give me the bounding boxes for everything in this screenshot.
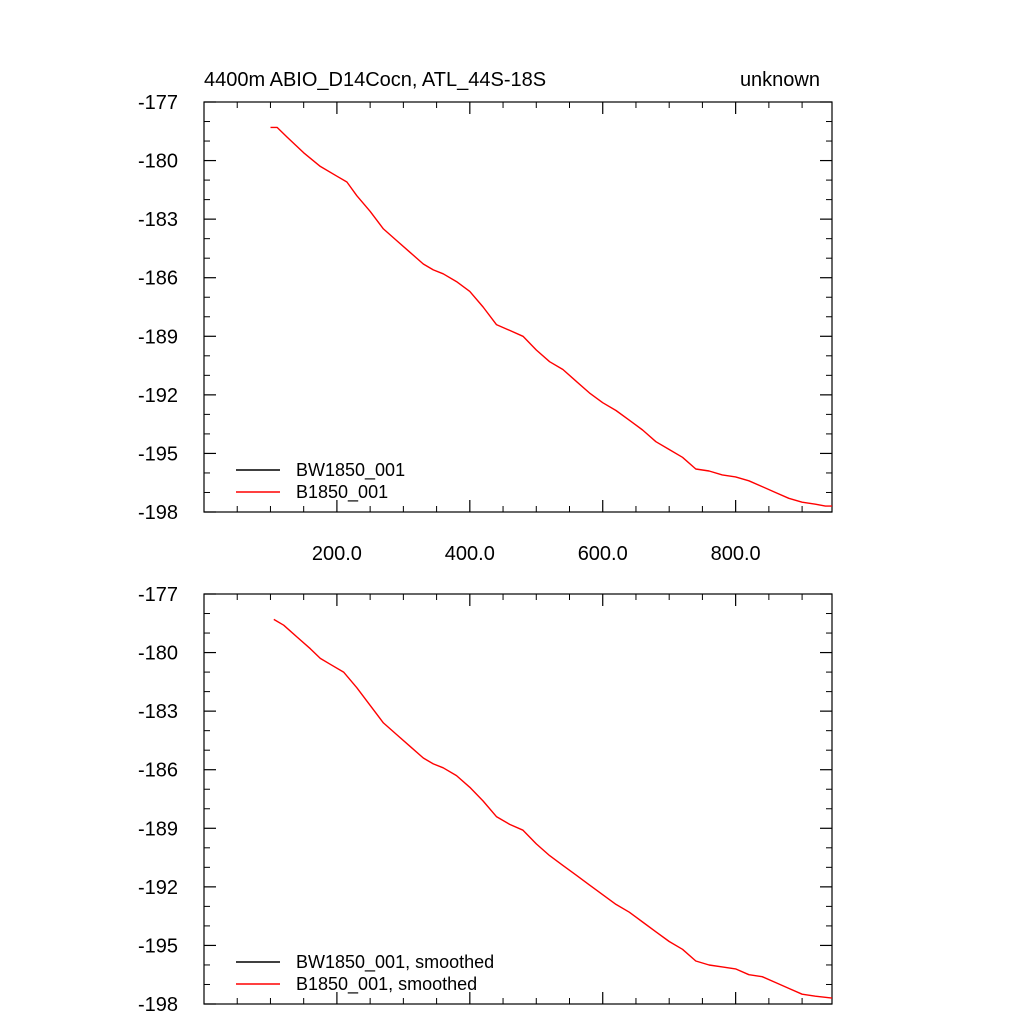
y-tick-label: -192 <box>138 877 178 899</box>
bottom-panel: -177 -180 -183 -186 -189 -192 -195 -198 BW1850_0… <box>138 584 833 1016</box>
y-tick-label: -189 <box>138 326 178 348</box>
y-tick-label: -186 <box>138 760 178 782</box>
y-tick-label: -198 <box>138 502 178 524</box>
y-tick-label: -180 <box>138 151 178 173</box>
chart-subtitle: unknown <box>740 69 820 91</box>
y-tick-label: -198 <box>138 994 178 1016</box>
y-tick-label: -189 <box>138 818 178 840</box>
plot-frame <box>203 593 833 1005</box>
y-tick-label: -177 <box>138 584 178 606</box>
y-tick-label: -183 <box>138 701 178 723</box>
y-tick-label: -192 <box>138 385 178 407</box>
legend-label: B1850_001 <box>296 482 388 503</box>
y-tick-label: -180 <box>138 643 178 665</box>
y-tick-label: -195 <box>138 443 178 465</box>
series-line-2 <box>273 618 833 999</box>
x-tick-label: 400.0 <box>445 543 495 565</box>
y-tick-label: -186 <box>138 268 178 290</box>
y-tick-label: -177 <box>138 92 178 114</box>
series-line-2 <box>270 126 832 507</box>
x-tick-label: 600.0 <box>578 543 628 565</box>
top-panel: -177 -180 -183 -186 -189 -192 -195 -198 200.0 400… <box>138 92 833 565</box>
plot-frame <box>203 101 833 513</box>
legend-label: B1850_001, smoothed <box>296 974 477 995</box>
legend-label: BW1850_001, smoothed <box>296 952 494 973</box>
x-tick-label: 200.0 <box>312 543 362 565</box>
y-tick-label: -195 <box>138 935 178 957</box>
chart-title: 4400m ABIO_D14Cocn, ATL_44S-18S <box>204 69 546 91</box>
y-tick-label: -183 <box>138 209 178 231</box>
legend-label: BW1850_001 <box>296 460 405 481</box>
x-tick-label: 800.0 <box>711 543 761 565</box>
